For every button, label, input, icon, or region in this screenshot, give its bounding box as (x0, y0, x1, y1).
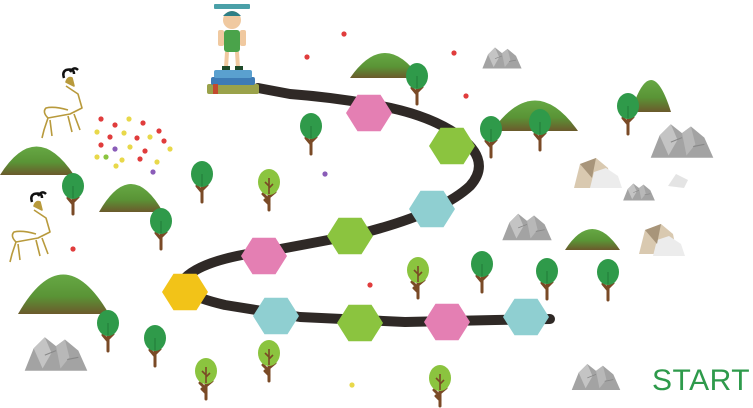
confetti-dots (70, 31, 469, 388)
board-tile[interactable] (424, 303, 470, 341)
tree (60, 172, 86, 216)
tree (189, 160, 215, 204)
rock (501, 213, 553, 241)
hill (0, 146, 74, 175)
board-tile[interactable] (429, 127, 475, 165)
board-tile[interactable] (337, 304, 383, 342)
board-tile[interactable] (162, 273, 208, 311)
pebble (668, 174, 688, 188)
boulder (639, 224, 685, 256)
tree (298, 112, 324, 156)
start-label[interactable]: START (652, 364, 751, 397)
tree (469, 250, 495, 294)
tree (405, 256, 431, 300)
rock (571, 363, 621, 391)
tree (404, 62, 430, 106)
tree (527, 108, 553, 152)
tree (478, 115, 504, 159)
hills (0, 53, 671, 314)
deer (9, 67, 83, 263)
reading-child-icon (214, 4, 250, 70)
tree (142, 324, 168, 368)
tree (534, 257, 560, 301)
board-tile[interactable] (346, 94, 392, 132)
hill (631, 80, 671, 112)
tree (427, 364, 453, 408)
hill (350, 53, 420, 78)
hill (18, 274, 109, 314)
rock (24, 336, 88, 372)
tree (193, 357, 219, 401)
rocks (24, 47, 714, 391)
board-tile[interactable] (241, 237, 287, 275)
rock (622, 183, 656, 201)
hill (99, 184, 163, 212)
board-tile[interactable] (327, 217, 373, 255)
tree (95, 309, 121, 353)
boulder (574, 158, 622, 188)
board-tile[interactable] (253, 297, 299, 335)
board-tile[interactable] (503, 298, 549, 336)
board-tile[interactable] (409, 190, 455, 228)
rock (481, 47, 523, 69)
tree (615, 92, 641, 136)
hill (565, 229, 620, 250)
tree (256, 339, 282, 383)
rock (650, 123, 714, 159)
tree (595, 258, 621, 302)
tree (256, 168, 282, 212)
goal-books (207, 4, 259, 94)
tree (148, 207, 174, 251)
tiles (162, 94, 549, 342)
